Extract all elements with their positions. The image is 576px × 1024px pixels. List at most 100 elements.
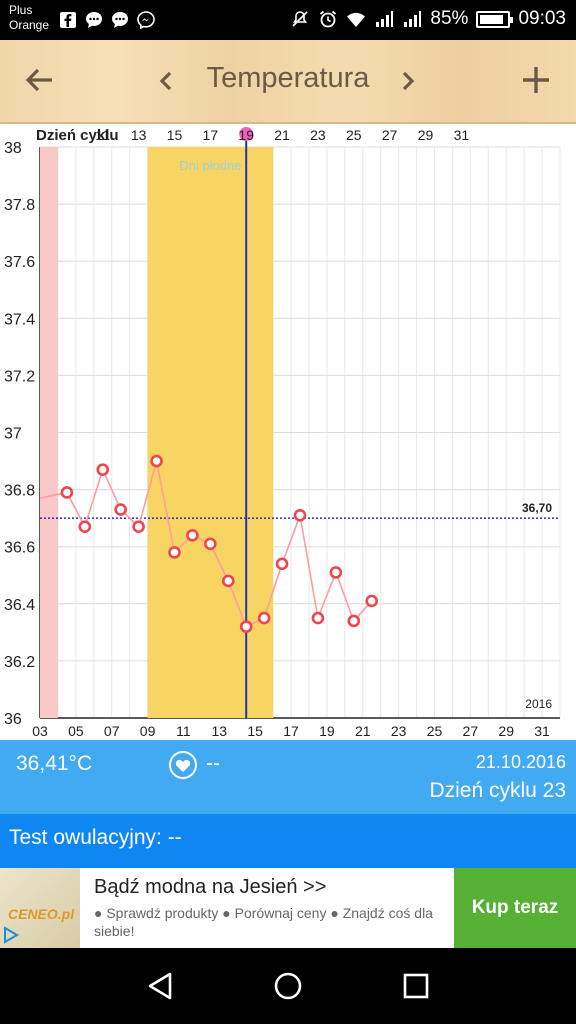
y-tick-label: 36.2 [4, 654, 35, 671]
top-tick-label: 23 [310, 127, 326, 143]
plus-icon[interactable] [518, 62, 554, 98]
app-bar: Temperatura [0, 40, 576, 124]
status-bar: Plus Orange 85% 09:03 [0, 0, 576, 40]
top-tick-label: 31 [454, 127, 470, 143]
top-tick-label: 25 [346, 127, 362, 143]
temperature-point [60, 486, 74, 499]
y-tick-label: 36.8 [4, 483, 35, 500]
top-tick-label: 29 [418, 127, 434, 143]
next-chevron-icon[interactable] [396, 66, 420, 96]
heart-value: -- [206, 752, 220, 775]
temperature-point [257, 611, 271, 625]
temperature-point [186, 528, 199, 542]
signal-icon [404, 11, 422, 27]
y-tick-label: 36 [4, 711, 22, 728]
facebook-icon [60, 12, 76, 28]
ad-cta-button[interactable]: Kup teraz [454, 868, 576, 948]
temperature-point [239, 620, 253, 633]
battery-percent: 85% [430, 8, 469, 29]
page-title: Temperatura [206, 62, 370, 94]
temperature-point [221, 574, 235, 588]
temperature-point [329, 566, 343, 579]
x-tick-label: 11 [176, 723, 191, 739]
x-tick-label: 23 [391, 723, 407, 739]
fertile-band [147, 147, 274, 718]
top-tick-label: 17 [203, 127, 219, 143]
notification-icons [58, 10, 156, 30]
x-tick-label: 27 [463, 723, 479, 739]
back-triangle-icon[interactable] [142, 968, 178, 1004]
ad-description: ● Sprawdź produkty ● Porównaj ceny ● Zna… [94, 905, 433, 939]
top-tick-label: 27 [382, 127, 398, 143]
nav-bar [0, 948, 576, 1024]
top-tick-label: 11 [95, 127, 110, 143]
status-right: 85% 09:03 [290, 8, 566, 30]
y-tick-label: 38 [4, 140, 22, 157]
x-tick-label: 07 [104, 723, 120, 739]
temperature-value: 36,41°C [16, 752, 93, 775]
ad-title[interactable]: Bądź modna na Jesień >> [94, 876, 327, 898]
x-tick-label: 25 [427, 723, 443, 739]
top-axis-label: Dzień cyklu [36, 127, 119, 144]
menstruation-band [40, 147, 58, 718]
ad-logo[interactable]: CENEO.pl [0, 868, 80, 948]
x-tick-label: 19 [319, 723, 335, 739]
y-tick-label: 37.6 [4, 254, 35, 271]
carrier-line-1: Plus [9, 3, 33, 17]
carrier-label: Plus Orange [9, 3, 49, 33]
mute-icon [292, 11, 309, 27]
fertile-band-label: Dni płodne [179, 158, 241, 173]
temperature-point [365, 594, 379, 608]
x-tick-label: 29 [498, 723, 514, 739]
prev-chevron-icon[interactable] [154, 66, 178, 96]
y-tick-label: 37.8 [4, 197, 35, 214]
today-marker [239, 127, 254, 141]
temperature-chart[interactable]: 36 36.2 36.4 36.6 36.8 37 37.2 37.4 37.6 37.8 38 03… [0, 124, 576, 740]
date-label: 21.10.2016 [475, 752, 566, 772]
temperature-point [293, 508, 307, 522]
y-tick-label: 36.6 [4, 540, 35, 557]
temperature-point [204, 537, 217, 551]
back-arrow-icon[interactable] [22, 62, 58, 98]
recents-square-icon[interactable] [398, 968, 434, 1004]
x-tick-label: 21 [355, 723, 371, 739]
y-tick-label: 37.4 [4, 311, 35, 328]
heart-icon[interactable] [168, 750, 198, 780]
message-icon [112, 12, 128, 28]
home-circle-icon[interactable] [270, 968, 306, 1004]
x-tick-label: 15 [247, 723, 263, 739]
clock: 09:03 [518, 8, 566, 29]
y-tick-label: 37 [4, 426, 22, 443]
y-tick-label: 36.4 [4, 597, 35, 614]
x-tick-label: 09 [140, 723, 156, 739]
signal-icon [376, 11, 394, 27]
alarm-icon [320, 10, 337, 28]
x-tick-label: 13 [212, 723, 228, 739]
year-label: 2016 [525, 697, 552, 711]
wifi-icon [347, 12, 366, 27]
top-tick-label: 21 [274, 127, 290, 143]
carrier-line-2: Orange [9, 18, 50, 32]
top-tick-label: 19 [238, 127, 254, 143]
x-tick-label: 17 [283, 723, 299, 739]
temperature-point [347, 614, 361, 628]
x-tick-label: 31 [534, 723, 550, 739]
ovulation-test-bar[interactable]: Test owulacyjny: -- [0, 814, 576, 868]
temperature-point [132, 520, 145, 534]
temperature-point [114, 503, 127, 516]
x-tick-label: 05 [68, 723, 84, 739]
ad-choices-icon[interactable] [2, 926, 20, 944]
ovulation-test-label: Test owulacyjny: -- [9, 826, 182, 849]
y-tick-label: 37.2 [4, 368, 35, 385]
temperature-point [275, 557, 289, 571]
top-tick-label: 13 [131, 127, 147, 143]
cycle-day-label: Dzień cyklu 23 [429, 779, 566, 802]
battery-icon [476, 10, 514, 28]
messenger-icon [137, 11, 155, 30]
ad-banner[interactable]: CENEO.pl Bądź modna na Jesień >> ● Spraw… [0, 868, 576, 948]
info-bar: 36,41°C -- 21.10.2016 Dzień cyklu 23 [0, 740, 576, 814]
temperature-point [150, 454, 163, 468]
temperature-point [311, 611, 325, 625]
battery-fill [480, 14, 503, 24]
temperature-point [78, 520, 92, 534]
